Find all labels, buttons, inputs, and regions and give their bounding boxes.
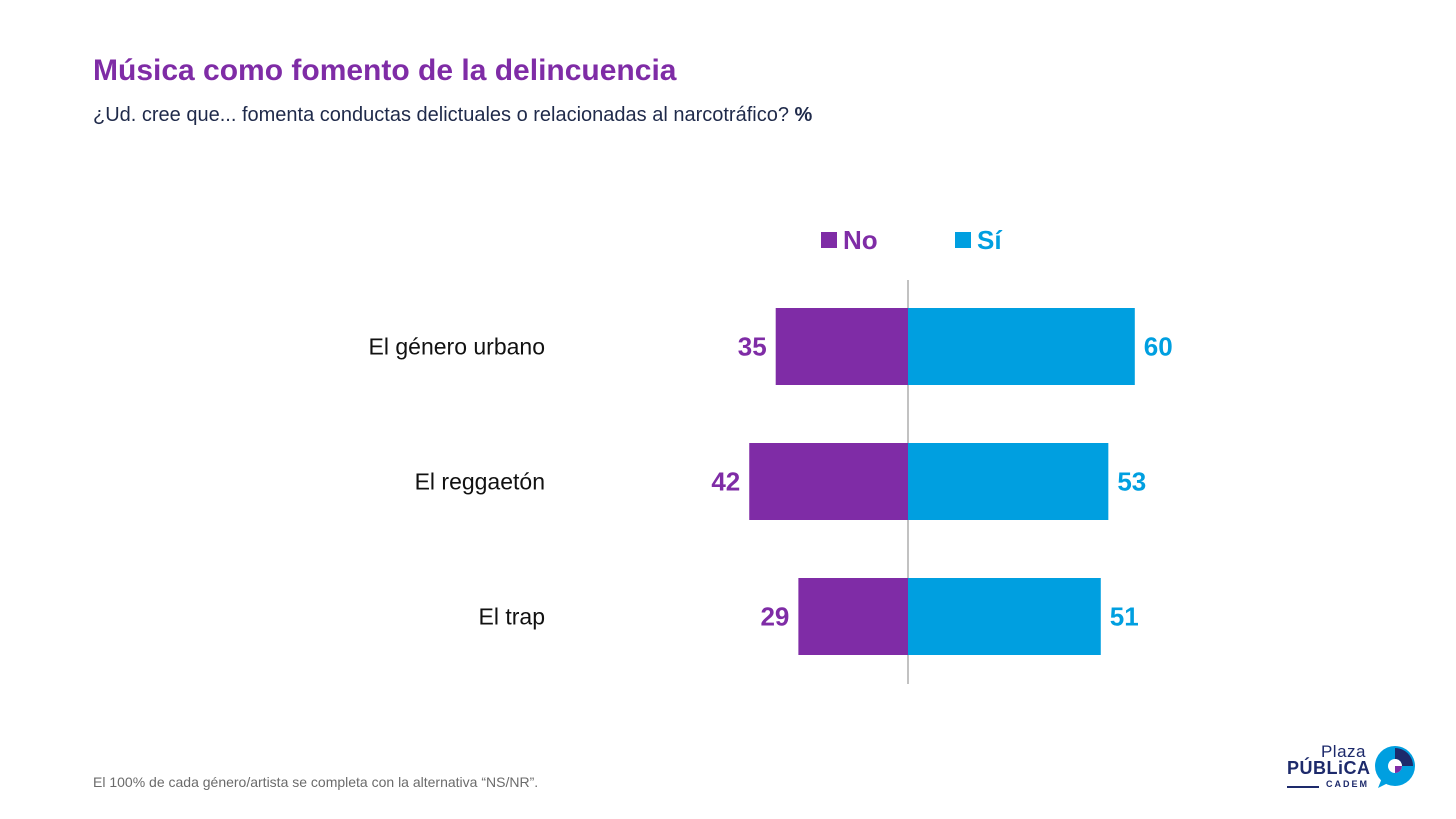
legend-swatch-no bbox=[821, 232, 837, 248]
logo-text-plaza: Plaza bbox=[1320, 742, 1366, 761]
subtitle-unit: % bbox=[794, 104, 813, 126]
bar-no bbox=[798, 578, 908, 655]
footnote: El 100% de cada género/artista se comple… bbox=[93, 774, 539, 790]
data-label-si: 51 bbox=[1110, 602, 1139, 632]
data-label-no: 29 bbox=[760, 602, 789, 632]
category-label: El reggaetón bbox=[415, 469, 545, 495]
legend-item-si: Sí bbox=[955, 224, 1002, 256]
bar-no bbox=[749, 443, 908, 520]
subtitle: ¿Ud. cree que... fomenta conductas delic… bbox=[93, 104, 812, 127]
logo-underline bbox=[1287, 786, 1319, 788]
category-label: El género urbano bbox=[369, 334, 545, 360]
bar-si bbox=[908, 443, 1109, 520]
legend-label-no: No bbox=[843, 224, 878, 255]
logo-text-cadem: CADEM bbox=[1326, 779, 1369, 789]
logo-text-publica: PÚBLiCA bbox=[1287, 758, 1371, 778]
data-label-si: 60 bbox=[1144, 332, 1173, 362]
brand-logo: Plaza PÚBLiCA CADEM bbox=[1284, 740, 1424, 796]
data-label-si: 53 bbox=[1117, 467, 1146, 497]
page-title: Música como fomento de la delincuencia bbox=[93, 54, 677, 87]
category-label: El trap bbox=[479, 604, 545, 630]
speech-bubble-icon bbox=[1375, 746, 1415, 788]
legend-item-no: No bbox=[821, 224, 878, 256]
subtitle-question: ¿Ud. cree que... fomenta conductas delic… bbox=[93, 104, 789, 126]
bar-si bbox=[908, 578, 1101, 655]
bar-si bbox=[908, 308, 1135, 385]
bar-no bbox=[775, 308, 908, 385]
legend-swatch-si bbox=[955, 232, 971, 248]
legend-label-si: Sí bbox=[977, 224, 1002, 255]
data-label-no: 42 bbox=[711, 467, 740, 497]
data-label-no: 35 bbox=[738, 332, 767, 362]
